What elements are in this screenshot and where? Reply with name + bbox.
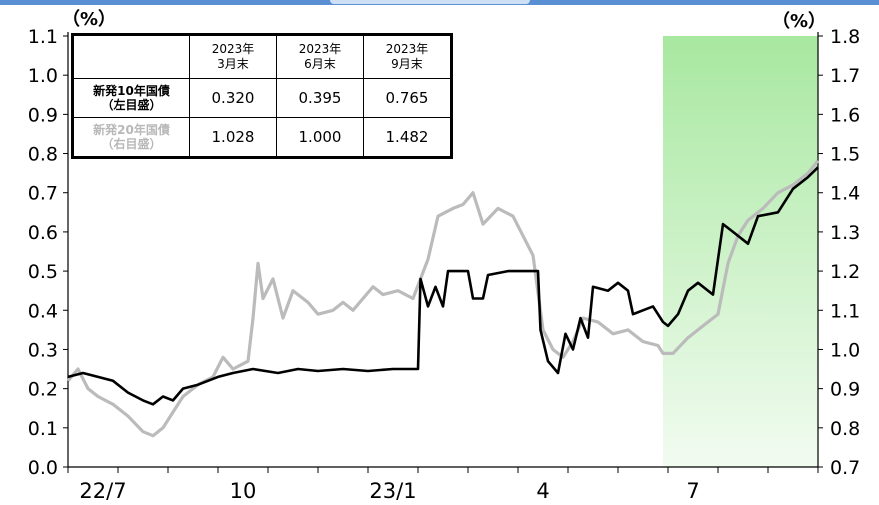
right-tick-label: 1.5 (830, 144, 860, 166)
row-label-line1: 新発20年国債 (93, 123, 170, 137)
yield-table: 2023年 3月末 2023年 6月末 2023年 9月末 新発10年国債 （左… (71, 33, 453, 159)
header-month: 6月末 (304, 57, 336, 71)
header-month: 3月末 (217, 57, 249, 71)
left-tick-label: 0.2 (28, 379, 58, 401)
top-strip-tab (330, 0, 530, 4)
left-tick-label: 0.9 (28, 104, 58, 126)
table-header-row: 2023年 3月末 2023年 6月末 2023年 9月末 (72, 34, 452, 79)
x-tick-label: 7 (686, 479, 699, 503)
x-tick-label: 10 (230, 479, 257, 503)
header-year: 2023年 (298, 42, 342, 56)
right-tick-label: 1.7 (830, 65, 860, 87)
left-tick-label: 0.3 (28, 339, 58, 361)
series-line-10y (67, 166, 819, 406)
right-tick-label: 1.6 (830, 104, 860, 126)
table-cell: 0.395 (276, 78, 364, 118)
table-row-20y: 新発20年国債 （右目盛） 1.028 1.000 1.482 (72, 117, 452, 158)
right-axis-unit: （%） (772, 11, 826, 32)
right-tick-label: 0.9 (830, 379, 860, 401)
table-header-cell: 2023年 6月末 (276, 34, 364, 79)
right-tick-label: 1.4 (830, 183, 860, 205)
right-tick-label: 1.1 (830, 300, 860, 322)
header-year: 2023年 (211, 42, 255, 56)
left-tick-label: 0.4 (28, 300, 58, 322)
left-tick-label: 1.1 (28, 26, 58, 48)
table-header-cell: 2023年 9月末 (363, 34, 452, 79)
table-corner (72, 34, 190, 79)
row-label-line1: 新発10年国債 (93, 84, 170, 98)
right-tick-label: 1.2 (830, 261, 860, 283)
header-year: 2023年 (385, 42, 429, 56)
row-label-10y: 新発10年国債 （左目盛） (72, 78, 190, 118)
left-tick-label: 0.8 (28, 144, 58, 166)
series-line-20y (66, 159, 820, 438)
table-cell: 1.000 (276, 117, 364, 158)
table-cell: 0.765 (363, 78, 452, 118)
right-tick-label: 1.8 (830, 26, 860, 48)
right-tick-label: 0.7 (830, 457, 860, 479)
row-label-20y: 新発20年国債 （右目盛） (72, 117, 190, 158)
right-tick-label: 1.0 (830, 339, 860, 361)
table-cell: 1.028 (189, 117, 277, 158)
left-tick-label: 0.5 (28, 261, 58, 283)
left-tick-label: 0.0 (28, 457, 58, 479)
right-tick-label: 0.8 (830, 418, 860, 440)
row-label-line2: （左目盛） (101, 98, 162, 112)
x-tick-label: 23/1 (369, 479, 416, 503)
table-row-10y: 新発10年国債 （左目盛） 0.320 0.395 0.765 (72, 78, 452, 118)
table-cell: 0.320 (189, 78, 277, 118)
row-label-line2: （右目盛） (101, 137, 162, 151)
left-axis-unit: （%） (62, 9, 116, 30)
header-month: 9月末 (391, 57, 423, 71)
table-cell: 1.482 (363, 117, 452, 158)
shaded-region (663, 36, 818, 467)
left-tick-label: 1.0 (28, 65, 58, 87)
right-tick-label: 1.3 (830, 222, 860, 244)
left-tick-label: 0.7 (28, 183, 58, 205)
x-tick-label: 22/7 (79, 479, 126, 503)
left-tick-label: 0.1 (28, 418, 58, 440)
x-tick-label: 4 (536, 479, 549, 503)
table-header-cell: 2023年 3月末 (189, 34, 277, 79)
left-tick-label: 0.6 (28, 222, 58, 244)
